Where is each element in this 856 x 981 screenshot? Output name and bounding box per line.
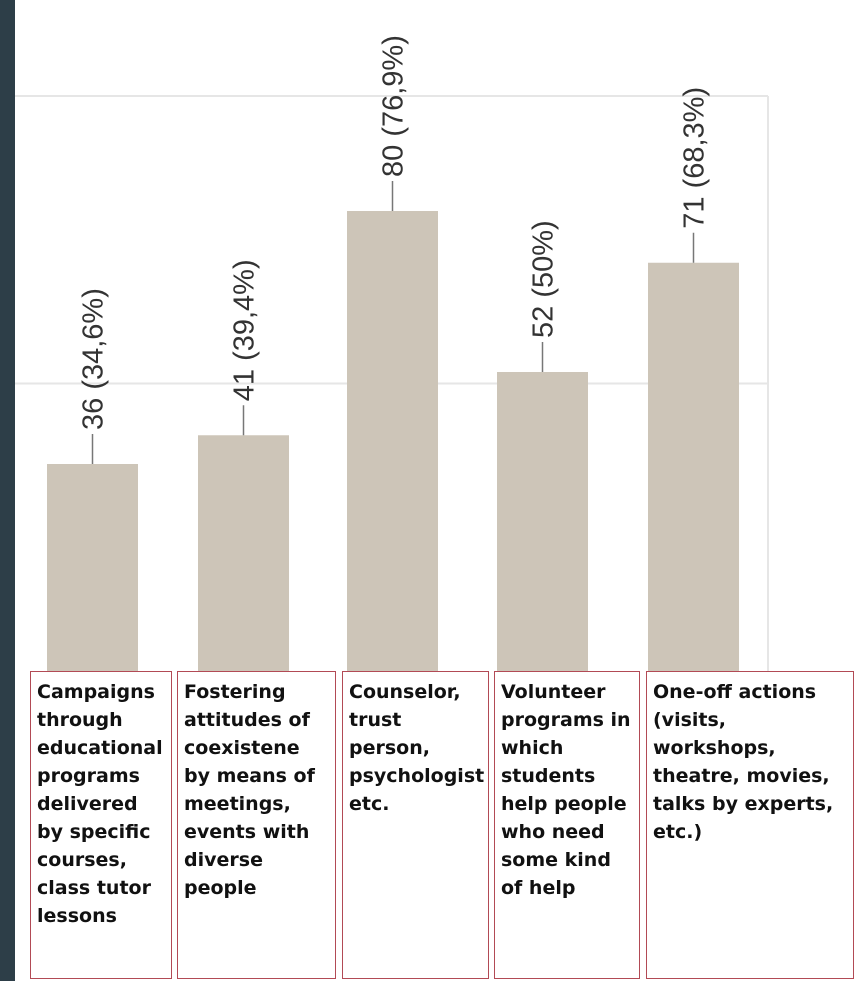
bar-4 — [497, 372, 588, 671]
bar-1 — [47, 464, 138, 671]
data-label-2: 41 (39,4%) — [229, 259, 261, 401]
category-label-fostering-attitudes: Fostering attitudes of coexistene by mea… — [177, 671, 336, 979]
data-label-3: 80 (76,9%) — [378, 35, 410, 177]
category-label-volunteer-programs: Volunteer programs in which students hel… — [494, 671, 640, 979]
data-label-4: 52 (50%) — [528, 220, 560, 338]
category-label-counselor: Counselor, trust person, psychologist et… — [342, 671, 489, 979]
bar-3 — [347, 211, 438, 671]
side-stripe — [0, 0, 15, 981]
data-label-1: 36 (34,6%) — [78, 288, 110, 430]
bar-2 — [198, 435, 289, 671]
category-label-campaigns: Campaigns through educational programs d… — [30, 671, 172, 979]
data-label-5: 71 (68,3%) — [679, 87, 711, 229]
bar-5 — [648, 262, 739, 671]
category-label-one-off-actions: One-off actions (visits, workshops, thea… — [646, 671, 854, 979]
